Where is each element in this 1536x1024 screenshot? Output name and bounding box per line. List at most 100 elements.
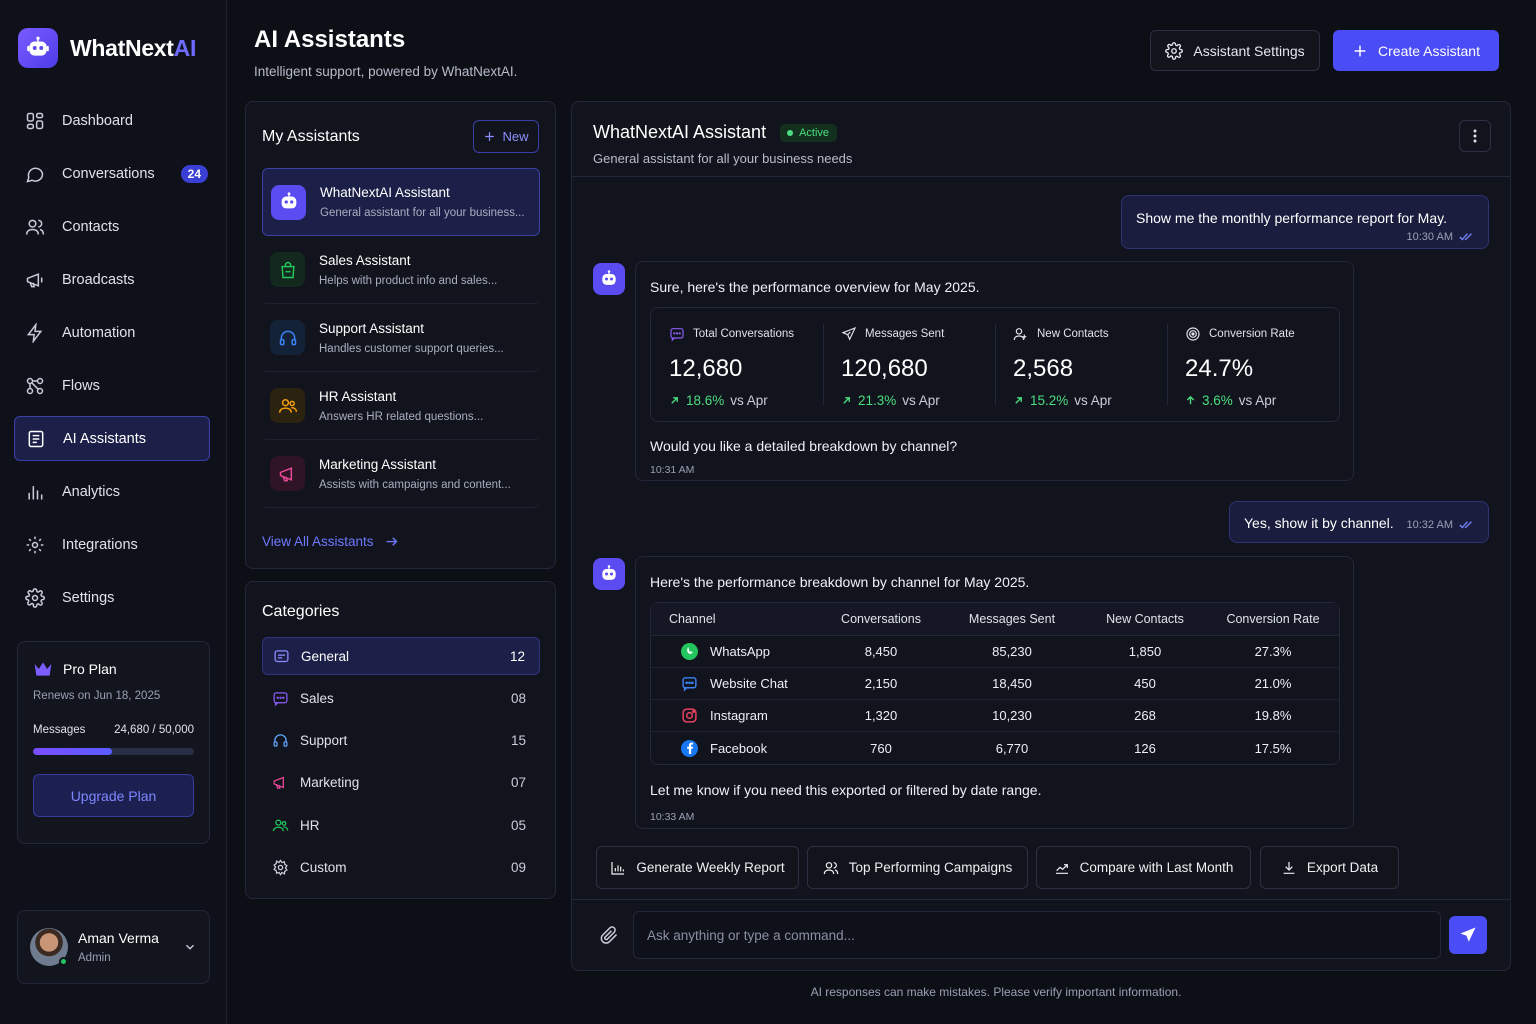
message-input-wrapper: [633, 911, 1441, 959]
users-icon: [823, 860, 839, 876]
quick-action-label: Export Data: [1306, 860, 1379, 875]
document-icon: [25, 428, 47, 450]
channel-name: WhatsApp: [710, 644, 770, 659]
table-header-row: Channel Conversations Messages Sent New …: [651, 603, 1339, 636]
top-performing-campaigns-button[interactable]: Top Performing Campaigns: [807, 846, 1028, 889]
create-assistant-button[interactable]: Create Assistant: [1333, 30, 1499, 71]
assistant-desc: Helps with product info and sales...: [319, 274, 498, 287]
assistant-item-support[interactable]: Support Assistant Handles customer suppor…: [262, 304, 540, 372]
usage-progress-bar: [33, 748, 194, 755]
nav-item-integrations[interactable]: Integrations: [14, 522, 210, 567]
col-conversion: Conversion Rate: [1207, 603, 1339, 636]
stat-pct: 21.3%: [858, 393, 897, 408]
nav-label: Contacts: [62, 218, 120, 235]
category-hr[interactable]: HR 05: [262, 806, 540, 844]
paperclip-icon[interactable]: [599, 925, 619, 945]
cell-messages: 6,770: [995, 740, 1029, 756]
category-label: Marketing: [300, 775, 360, 791]
nav-item-automation[interactable]: Automation: [14, 310, 210, 355]
assistant-item-marketing[interactable]: Marketing Assistant Assists with campaign…: [262, 440, 540, 508]
nav-item-broadcasts[interactable]: Broadcasts: [14, 257, 210, 302]
message-input[interactable]: [634, 912, 1440, 958]
send-button[interactable]: [1449, 916, 1487, 954]
arrow-up-icon: [1185, 395, 1196, 406]
user-menu[interactable]: Aman Verma Admin: [17, 910, 210, 984]
stat-card-messages: Messages Sent 120,680 21.3% vs Apr: [823, 308, 995, 421]
compare-last-month-button[interactable]: Compare with Last Month: [1036, 846, 1251, 889]
category-general[interactable]: General 12: [262, 637, 540, 675]
instagram-icon: [681, 707, 698, 724]
user-name: Aman Verma: [78, 930, 159, 946]
status-badge: Active: [780, 123, 838, 142]
double-check-icon: [1459, 232, 1474, 242]
page-title: AI Assistants: [254, 26, 406, 53]
generate-weekly-report-button[interactable]: Generate Weekly Report: [596, 846, 799, 889]
usage-progress-fill: [33, 748, 113, 755]
nav-item-ai-assistants[interactable]: AI Assistants: [14, 416, 210, 461]
assistant-item-whatnextai[interactable]: WhatNextAI Assistant General assistant fo…: [262, 168, 540, 236]
category-custom[interactable]: Custom 09: [262, 848, 540, 886]
upgrade-plan-button[interactable]: Upgrade Plan: [33, 774, 194, 817]
chevron-down-icon[interactable]: [183, 940, 197, 954]
stat-vs: vs Apr: [1238, 393, 1277, 408]
message-time: 10:32 AM: [1407, 519, 1474, 531]
bot-avatar-icon: [593, 263, 625, 295]
stat-label: Conversion Rate: [1209, 328, 1295, 340]
nav-item-contacts[interactable]: Contacts: [14, 204, 210, 249]
cell-contacts: 126: [1134, 740, 1156, 756]
brand-name: WhatNextAI: [70, 34, 197, 61]
send-icon: [841, 326, 857, 342]
sidebar: WhatNextAI Dashboard Conversations 24 Co…: [0, 0, 227, 1024]
megaphone-icon: [272, 774, 289, 791]
assistant-settings-label: Assistant Settings: [1193, 42, 1305, 59]
chat-title-row: WhatNextAI Assistant Active: [593, 122, 838, 143]
category-count: 05: [510, 817, 526, 833]
trend-line-icon: [1054, 860, 1070, 876]
channel-name: Facebook: [710, 740, 768, 756]
category-sales[interactable]: Sales 08: [262, 679, 540, 717]
assistant-item-sales[interactable]: Sales Assistant Helps with product info a…: [262, 236, 540, 304]
assistant-desc: Handles customer support queries...: [319, 342, 504, 355]
stat-pct: 3.6%: [1202, 393, 1233, 408]
plus-icon: [483, 130, 496, 143]
assistant-item-hr[interactable]: HR Assistant Answers HR related questions…: [262, 372, 540, 440]
stat-change: 21.3% vs Apr: [841, 393, 995, 408]
nav-item-flows[interactable]: Flows: [14, 363, 210, 408]
nav-label: Dashboard: [62, 112, 133, 129]
category-count: 07: [510, 775, 526, 791]
bot-message-channels: Here's the performance breakdown by chan…: [635, 556, 1354, 829]
category-marketing[interactable]: Marketing 07: [262, 764, 540, 802]
category-support[interactable]: Support 15: [262, 722, 540, 760]
more-options-icon[interactable]: [1459, 120, 1491, 152]
category-label: Sales: [300, 690, 334, 706]
assistant-settings-button[interactable]: Assistant Settings: [1150, 30, 1320, 71]
brand[interactable]: WhatNextAI: [18, 28, 196, 68]
message-text: Show me the monthly performance report f…: [1136, 210, 1447, 226]
conversations-count-badge: 24: [180, 164, 208, 183]
new-assistant-button[interactable]: New: [473, 120, 539, 153]
bot-avatar-icon: [593, 558, 625, 590]
headset-icon: [272, 732, 289, 749]
user-message: Show me the monthly performance report f…: [1121, 195, 1489, 249]
chat-subtitle: General assistant for all your business …: [593, 151, 853, 166]
assistant-desc: Answers HR related questions...: [319, 410, 484, 423]
category-count: 15: [510, 733, 526, 749]
whatsapp-icon: [681, 643, 698, 660]
page-subtitle: Intelligent support, powered by WhatNext…: [254, 64, 518, 79]
plan-renewal: Renews on Jun 18, 2025: [33, 690, 161, 702]
nav-item-dashboard[interactable]: Dashboard: [14, 98, 210, 143]
export-data-button[interactable]: Export Data: [1260, 846, 1399, 889]
chat-panel: WhatNextAI Assistant Active General assi…: [571, 101, 1511, 971]
send-icon: [1459, 926, 1477, 944]
my-assistants-title: My Assistants: [262, 128, 360, 145]
stat-card-contacts: New Contacts 2,568 15.2% vs Apr: [995, 308, 1167, 421]
view-all-assistants-link[interactable]: View All Assistants: [262, 534, 399, 549]
chat-square-icon: [273, 648, 290, 665]
quick-action-label: Compare with Last Month: [1079, 860, 1234, 875]
cell-contacts: 268: [1083, 700, 1207, 732]
nav-item-conversations[interactable]: Conversations 24: [14, 151, 210, 196]
category-count: 12: [509, 648, 525, 664]
nav-item-analytics[interactable]: Analytics: [14, 469, 210, 514]
time-text: 10:30 AM: [1406, 231, 1453, 243]
nav-item-settings[interactable]: Settings: [14, 575, 210, 620]
